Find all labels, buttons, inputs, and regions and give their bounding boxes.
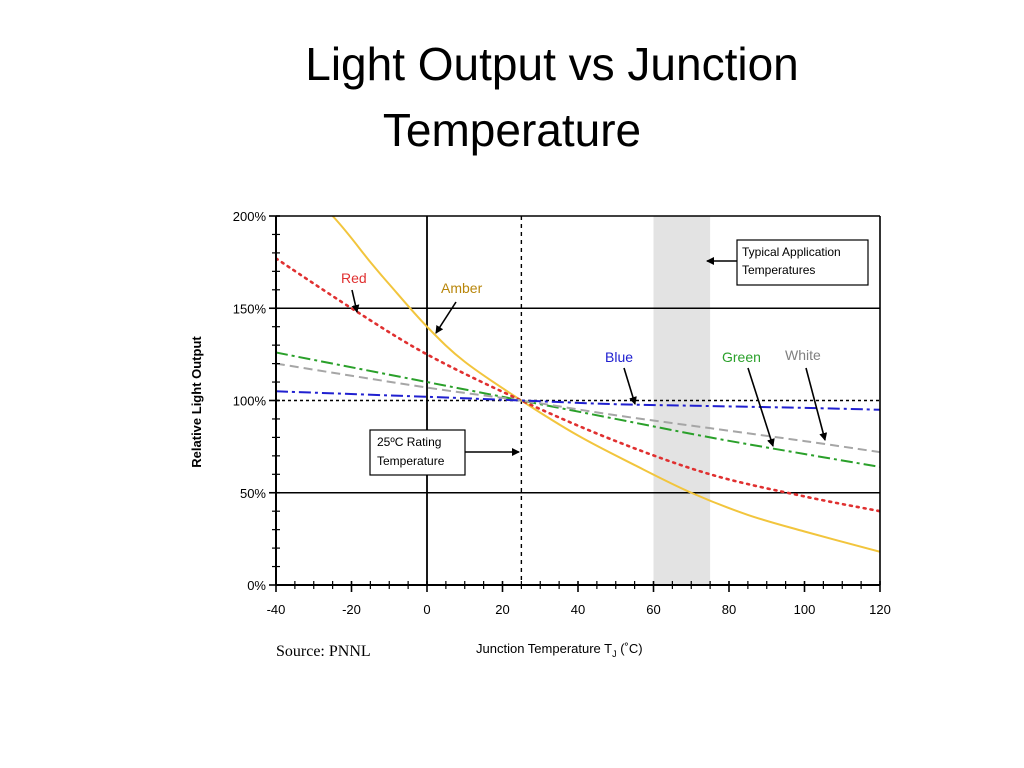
arrow-green bbox=[747, 367, 775, 447]
x-tick-label: 60 bbox=[646, 602, 660, 617]
slide-title-line-2: Temperature bbox=[382, 104, 642, 156]
x-axis-title-unit: (˚C) bbox=[617, 641, 643, 656]
y-tick-label: 50% bbox=[240, 486, 266, 501]
x-tick-label: 100 bbox=[794, 602, 816, 617]
typical-application-box bbox=[736, 239, 869, 286]
typical-application-line-1: Typical Application bbox=[742, 245, 841, 259]
label-white: White bbox=[785, 347, 821, 363]
y-tick-label: 100% bbox=[233, 394, 267, 409]
y-axis-title: Relative Light Output bbox=[189, 336, 204, 468]
label-blue: Blue bbox=[605, 349, 633, 365]
rating-line-2: Temperature bbox=[377, 454, 445, 468]
typical-application-line-2: Temperatures bbox=[742, 263, 815, 277]
series-line-green bbox=[276, 351, 880, 468]
label-red: Red bbox=[341, 270, 367, 286]
rating-line-1: 25ºC Rating bbox=[377, 435, 441, 449]
x-tick-label: 40 bbox=[571, 602, 585, 617]
label-green: Green bbox=[722, 349, 761, 365]
x-axis-title-sub: J bbox=[612, 649, 617, 659]
arrow-white bbox=[805, 367, 828, 441]
slide-title-line-1: Light Output vs Junction bbox=[305, 38, 799, 90]
label-amber: Amber bbox=[441, 280, 483, 296]
series-line-blue bbox=[276, 390, 880, 411]
arrow-red bbox=[351, 289, 360, 313]
x-tick-label: -40 bbox=[267, 602, 286, 617]
x-axis-title-main: Junction Temperature T bbox=[476, 641, 612, 656]
series-line-red bbox=[276, 257, 880, 513]
x-tick-label: 20 bbox=[495, 602, 509, 617]
x-tick-label: 120 bbox=[869, 602, 891, 617]
y-tick-label: 150% bbox=[233, 301, 267, 316]
x-tick-label: 80 bbox=[722, 602, 736, 617]
source-note: Source: PNNL bbox=[276, 643, 371, 660]
arrow-blue bbox=[623, 367, 637, 405]
series-line-white bbox=[276, 362, 880, 454]
x-tick-label: 0 bbox=[423, 602, 430, 617]
y-tick-label: 0% bbox=[247, 578, 266, 593]
x-axis-title: Junction Temperature TJ (˚C) bbox=[476, 641, 643, 659]
x-tick-label: -20 bbox=[342, 602, 361, 617]
y-tick-label: 200% bbox=[233, 209, 267, 224]
arrow-amber bbox=[435, 301, 457, 334]
series-line-amber bbox=[331, 216, 880, 553]
